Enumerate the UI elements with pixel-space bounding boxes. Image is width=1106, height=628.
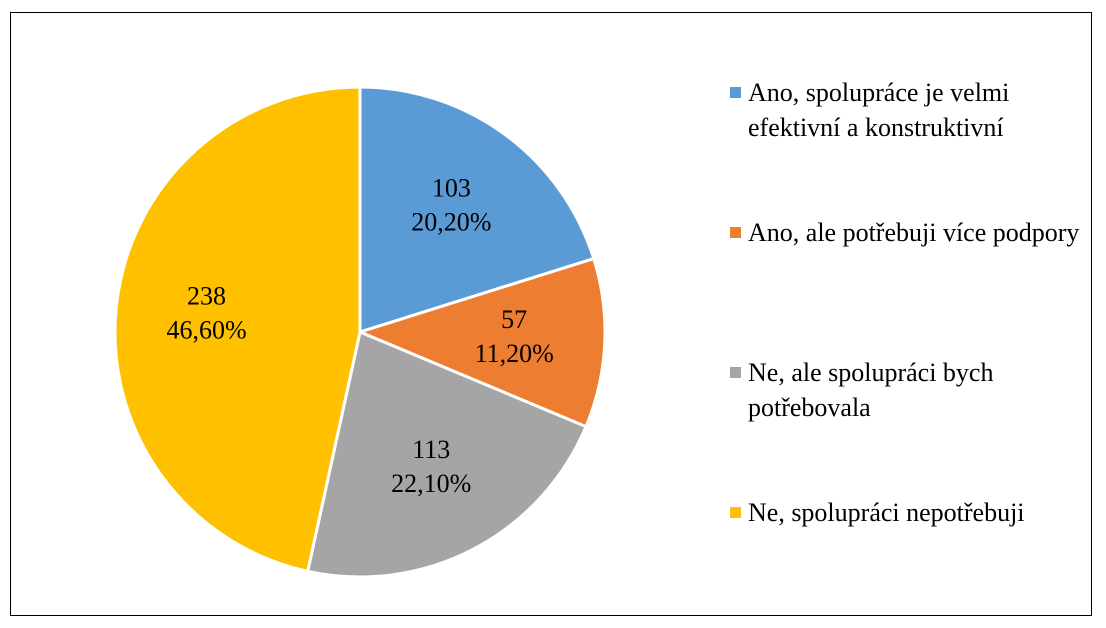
slice-count-label: 103 <box>432 174 471 203</box>
slice-count-label: 113 <box>412 435 450 464</box>
legend-entry: Ne, spolupráci nepotřebuji <box>730 495 1080 530</box>
legend-label: Ano, spolupráce je velmi efektivní a kon… <box>748 78 1010 142</box>
legend-entry: Ne, ale spolupráci bych potřebovala <box>730 355 1080 425</box>
slice-percent-label: 22,10% <box>391 469 471 498</box>
pie-slice <box>358 85 596 335</box>
slice-percent-label: 11,20% <box>475 339 554 368</box>
slice-percent-label: 46,60% <box>166 315 246 344</box>
legend-label: Ne, ale spolupráci bych potřebovala <box>748 358 994 422</box>
legend-label: Ano, ale potřebuji více podpory <box>748 218 1080 247</box>
slice-count-label: 57 <box>501 305 527 334</box>
legend-entry: Ano, ale potřebuji více podpory <box>730 215 1080 250</box>
chart-frame <box>10 12 1092 616</box>
legend-swatch <box>730 507 741 518</box>
legend-label: Ne, spolupráci nepotřebuji <box>748 498 1025 527</box>
legend-swatch <box>730 227 741 238</box>
pie-slice <box>305 329 588 579</box>
legend-entry: Ano, spolupráce je velmi efektivní a kon… <box>730 75 1080 145</box>
legend-swatch <box>730 87 741 98</box>
pie-slice <box>355 256 607 429</box>
slice-count-label: 238 <box>187 281 226 310</box>
pie-slice <box>113 85 362 574</box>
slice-percent-label: 20,20% <box>411 208 491 237</box>
legend-swatch <box>730 367 741 378</box>
